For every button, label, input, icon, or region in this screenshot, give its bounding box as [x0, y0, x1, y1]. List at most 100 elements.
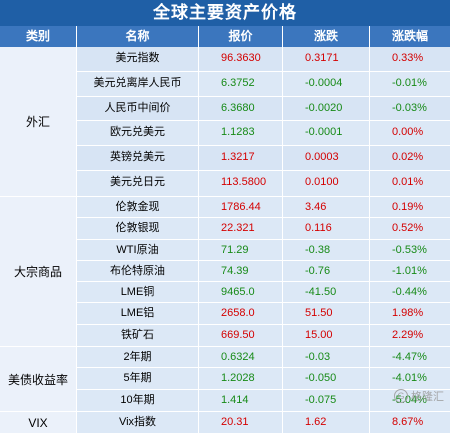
- asset-name: 5年期: [77, 368, 199, 389]
- table-row: 美元兑离岸人民币 6.3752 -0.0004 -0.01%: [77, 71, 450, 97]
- table-row: 5年期 1.2028 -0.050 -4.01%: [77, 368, 450, 390]
- table-row: WTI原油 71.29 -0.38 -0.53%: [77, 239, 450, 261]
- asset-name: 2年期: [77, 347, 199, 368]
- asset-change: -0.0020: [283, 96, 370, 121]
- asset-price: 0.6324: [199, 347, 283, 368]
- asset-name: 欧元兑美元: [77, 121, 199, 146]
- asset-price: 2658.0: [199, 303, 283, 324]
- asset-change: -0.0004: [283, 71, 370, 96]
- asset-name: 英镑兑美元: [77, 146, 199, 171]
- asset-change: 0.3171: [283, 47, 370, 71]
- asset-change-pct: -4.01%: [392, 372, 427, 385]
- table-header: 类别 名称 报价 涨跌 涨跌幅: [0, 26, 450, 47]
- asset-change-pct: 0.01%: [392, 176, 424, 189]
- asset-change-pct: -0.01%: [392, 76, 427, 89]
- asset-name: 伦敦银现: [77, 218, 199, 239]
- table-row: 英镑兑美元 1.3217 0.0003 0.02%: [77, 146, 450, 172]
- asset-price: 20.31: [199, 412, 283, 433]
- asset-change-pct: 8.67%: [392, 416, 424, 428]
- asset-change-pct: 0.00%: [392, 126, 424, 139]
- asset-price: 113.5800: [199, 171, 283, 196]
- asset-name: LME铝: [77, 303, 199, 324]
- asset-change: -0.075: [283, 389, 370, 411]
- asset-change-pct: 0.19%: [392, 201, 424, 213]
- table-row: LME铜 9465.0 -41.50 -0.44%: [77, 282, 450, 304]
- category-label: 大宗商品: [0, 197, 77, 346]
- group-3: VIX Vix指数 20.31 1.62 8.67%: [0, 412, 450, 434]
- category-label: 外汇: [0, 47, 77, 196]
- asset-change: 0.116: [283, 218, 370, 239]
- asset-change: -0.0001: [283, 121, 370, 146]
- asset-name: Vix指数: [77, 412, 199, 433]
- asset-price: 1.2028: [199, 368, 283, 389]
- watermark: G 格隆汇: [394, 388, 444, 404]
- asset-price: 1786.44: [199, 197, 283, 218]
- asset-change-pct: -0.44%: [392, 286, 427, 299]
- group-1: 大宗商品 伦敦金现 1786.44 3.46 0.19% 伦敦银现 22.321 0.116 0…: [0, 197, 450, 347]
- table-row: Vix指数 20.31 1.62 8.67%: [77, 412, 450, 433]
- asset-change: 3.46: [283, 197, 370, 218]
- asset-price: 22.321: [199, 218, 283, 239]
- asset-name: 10年期: [77, 389, 199, 411]
- table-row: 伦敦银现 22.321 0.116 0.52%: [77, 218, 450, 240]
- asset-change: -0.03: [283, 347, 370, 368]
- asset-price: 1.414: [199, 389, 283, 411]
- asset-change-pct: -0.03%: [392, 101, 427, 114]
- asset-change: -41.50: [283, 282, 370, 303]
- group-0: 外汇 美元指数 96.3630 0.3171 0.33% 美元兑离岸人民币 6.3752 -0…: [0, 47, 450, 197]
- table-row: 2年期 0.6324 -0.03 -4.47%: [77, 347, 450, 369]
- asset-price: 1.1283: [199, 121, 283, 146]
- header-change-pct: 涨跌幅: [391, 29, 428, 43]
- table-row: 伦敦金现 1786.44 3.46 0.19%: [77, 197, 450, 219]
- watermark-logo-icon: G: [394, 389, 408, 403]
- header-price: 报价: [199, 26, 283, 47]
- asset-change-pct: -4.47%: [392, 351, 427, 363]
- asset-name: 美元兑离岸人民币: [77, 71, 199, 96]
- asset-price: 6.3680: [199, 96, 283, 121]
- asset-name: 铁矿石: [77, 324, 199, 346]
- asset-change-pct: 2.29%: [392, 328, 424, 341]
- asset-price: 6.3752: [199, 71, 283, 96]
- asset-change-pct: 0.52%: [392, 222, 424, 235]
- category-label: VIX: [0, 412, 77, 433]
- asset-price: 1.3217: [199, 146, 283, 171]
- header-change: 涨跌: [283, 26, 370, 47]
- table-row: LME铝 2658.0 51.50 1.98%: [77, 303, 450, 325]
- table-row: 布伦特原油 74.39 -0.76 -1.01%: [77, 260, 450, 283]
- asset-name: 美元兑日元: [77, 171, 199, 196]
- asset-change-pct: -0.53%: [392, 243, 427, 256]
- header-name: 名称: [77, 26, 199, 47]
- watermark-text: 格隆汇: [411, 391, 444, 403]
- asset-price: 71.29: [199, 239, 283, 260]
- asset-name: 人民币中间价: [77, 96, 199, 121]
- asset-name: LME铜: [77, 282, 199, 303]
- table-row: 10年期 1.414 -0.075 -5.04%: [77, 389, 450, 411]
- group-2: 美债收益率 2年期 0.6324 -0.03 -4.47% 5年期 1.2028 -0.050…: [0, 347, 450, 412]
- asset-name: 伦敦金现: [77, 197, 199, 218]
- table-title: 全球主要资产价格: [0, 0, 450, 26]
- asset-change: -0.050: [283, 368, 370, 389]
- asset-price: 9465.0: [199, 282, 283, 303]
- asset-change: -0.76: [283, 260, 370, 282]
- asset-name: 布伦特原油: [77, 260, 199, 282]
- header-category: 类别: [0, 26, 77, 47]
- asset-change: 15.00: [283, 324, 370, 346]
- asset-change: 1.62: [283, 412, 370, 433]
- asset-change-pct: 0.02%: [392, 151, 424, 164]
- asset-change: 0.0100: [283, 171, 370, 196]
- table-row: 人民币中间价 6.3680 -0.0020 -0.03%: [77, 96, 450, 122]
- asset-name: 美元指数: [77, 47, 199, 71]
- table-row: 铁矿石 669.50 15.00 2.29%: [77, 324, 450, 346]
- asset-change-pct: -1.01%: [392, 264, 427, 277]
- asset-change: -0.38: [283, 239, 370, 260]
- category-label: 美债收益率: [0, 347, 77, 411]
- asset-change-pct: 1.98%: [392, 307, 424, 320]
- asset-price: 74.39: [199, 260, 283, 282]
- asset-change: 51.50: [283, 303, 370, 324]
- asset-price: 96.3630: [199, 47, 283, 71]
- table-row: 美元兑日元 113.5800 0.0100 0.01%: [77, 171, 450, 196]
- table-row: 美元指数 96.3630 0.3171 0.33%: [77, 47, 450, 72]
- asset-price: 669.50: [199, 324, 283, 346]
- asset-change: 0.0003: [283, 146, 370, 171]
